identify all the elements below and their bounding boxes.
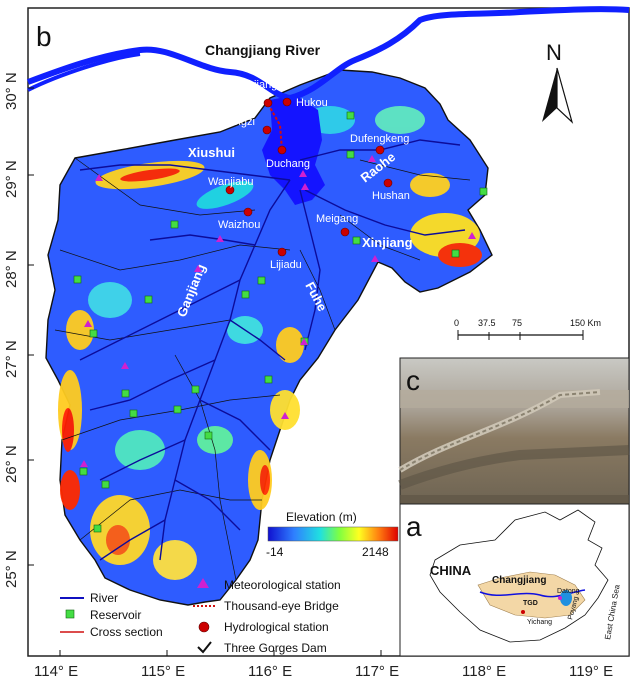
elevation-colorbar (267, 526, 399, 542)
inset-tgd-label: TGD (523, 600, 538, 607)
legend-river: River (90, 591, 118, 605)
label-jiujiang: Jiujiang (240, 79, 277, 91)
label-xingzi: Xingzi (225, 116, 255, 128)
station-duchang[interactable] (277, 145, 287, 155)
changjiang-river (26, 6, 630, 102)
station-wanjiabu[interactable] (225, 185, 235, 195)
legend: River Reservoir Cross section Meteorolog… (60, 578, 341, 655)
label-hukou: Hukou (296, 97, 328, 109)
lon-tick-117: 117° E (355, 663, 399, 680)
legend-met-station: Meteorological station (224, 578, 341, 592)
lat-tick-28: 28° N (3, 250, 20, 288)
north-arrow: N (542, 40, 574, 124)
elevation-legend: Elevation (m) -14 2148 (266, 510, 399, 559)
legend-reservoir-symbol (65, 609, 75, 619)
legend-dam: Three Gorges Dam (224, 641, 327, 655)
inset-china-label: CHINA (430, 563, 472, 578)
changjiang-label: Changjiang River (205, 42, 321, 58)
lat-tick-30: 30° N (3, 72, 20, 110)
label-dufengkeng: Dufengkeng (350, 133, 409, 145)
legend-bridge: Thousand-eye Bridge (224, 599, 339, 613)
scale-tick-1: 37.5 (478, 318, 496, 328)
scale-tick-0: 0 (454, 318, 459, 328)
basin (45, 69, 493, 606)
hydro-stations (225, 97, 393, 257)
panel-a-inset: a CHINA Changjiang TGD Yichang Datong Po… (399, 503, 630, 657)
longitude-axis: 114° E 115° E 116° E 117° E 118° E 119° … (34, 650, 613, 680)
latitude-axis: 30° N 29° N 28° N 27° N 26° N 25° N (3, 72, 34, 588)
met-stations (80, 155, 476, 467)
legend-reservoir: Reservoir (90, 608, 141, 622)
station-hukou[interactable] (282, 97, 292, 107)
inset-river (479, 589, 586, 598)
station-lijiadu[interactable] (277, 247, 287, 257)
changjiang-river-west (27, 52, 141, 92)
inset-changjiang-label: Changjiang (492, 575, 546, 586)
scale-bar: 0 37.5 75 150 Km (454, 318, 601, 340)
label-xiushui: Xiushui (188, 145, 235, 160)
legend-cross-section: Cross section (90, 625, 163, 639)
inset-poyang (560, 590, 572, 606)
label-hushan: Hushan (372, 190, 410, 202)
photo-background (399, 357, 630, 505)
reservoirs (73, 111, 488, 533)
scale-tick-2: 75 (512, 318, 522, 328)
legend-hydro-station: Hydrological station (224, 620, 329, 634)
station-hushan[interactable] (383, 178, 393, 188)
station-waizhou[interactable] (243, 207, 253, 217)
inset-yichang-point (521, 610, 525, 614)
label-xinjiang: Xinjiang (362, 235, 413, 250)
elevation-max: 2148 (362, 545, 389, 559)
station-meigang[interactable] (340, 227, 350, 237)
lon-tick-115: 115° E (141, 663, 185, 680)
lat-tick-25: 25° N (3, 550, 20, 588)
scale-tick-3: 150 Km (570, 318, 601, 328)
inset-yichang-label: Yichang (527, 619, 552, 626)
label-wanjiabu: Wanjiabu (208, 176, 253, 188)
station-dufengkeng[interactable] (375, 145, 385, 155)
lon-tick-114: 114° E (34, 663, 78, 680)
label-waizhou: Waizhou (218, 219, 260, 231)
legend-met-symbol (197, 578, 209, 588)
lon-tick-118: 118° E (462, 663, 506, 680)
panel-a-label: a (406, 511, 422, 542)
lat-tick-29: 29° N (3, 160, 20, 198)
legend-dam-symbol (197, 641, 212, 654)
panel-c-label: c (406, 365, 420, 396)
subbasin-boundaries (54, 157, 471, 581)
label-meigang: Meigang (316, 213, 358, 225)
bridge-line (267, 103, 283, 151)
station-jiujiang[interactable] (263, 98, 273, 108)
inset-datong-label: Datong (557, 588, 580, 595)
panel-b-label: b (36, 21, 52, 52)
changjiang-basin (477, 571, 586, 619)
lon-tick-116: 116° E (248, 663, 292, 680)
place-labels: Jiujiang Hukou Xingzi Duchang Dufengkeng… (208, 79, 410, 271)
elevation-title: Elevation (m) (286, 510, 357, 524)
lat-tick-27: 27° N (3, 340, 20, 378)
lat-tick-26: 26° N (3, 445, 20, 483)
label-duchang: Duchang (266, 158, 310, 170)
station-xingzi[interactable] (262, 125, 272, 135)
north-label: N (546, 40, 562, 65)
legend-hydro-symbol (198, 621, 210, 633)
inset-datong-point (558, 596, 562, 600)
bridge-stones (399, 391, 601, 471)
panel-c-photo: c (398, 357, 630, 505)
lon-tick-119: 119° E (569, 663, 613, 680)
elevation-min: -14 (266, 545, 284, 559)
label-lijiadu: Lijiadu (270, 259, 302, 271)
